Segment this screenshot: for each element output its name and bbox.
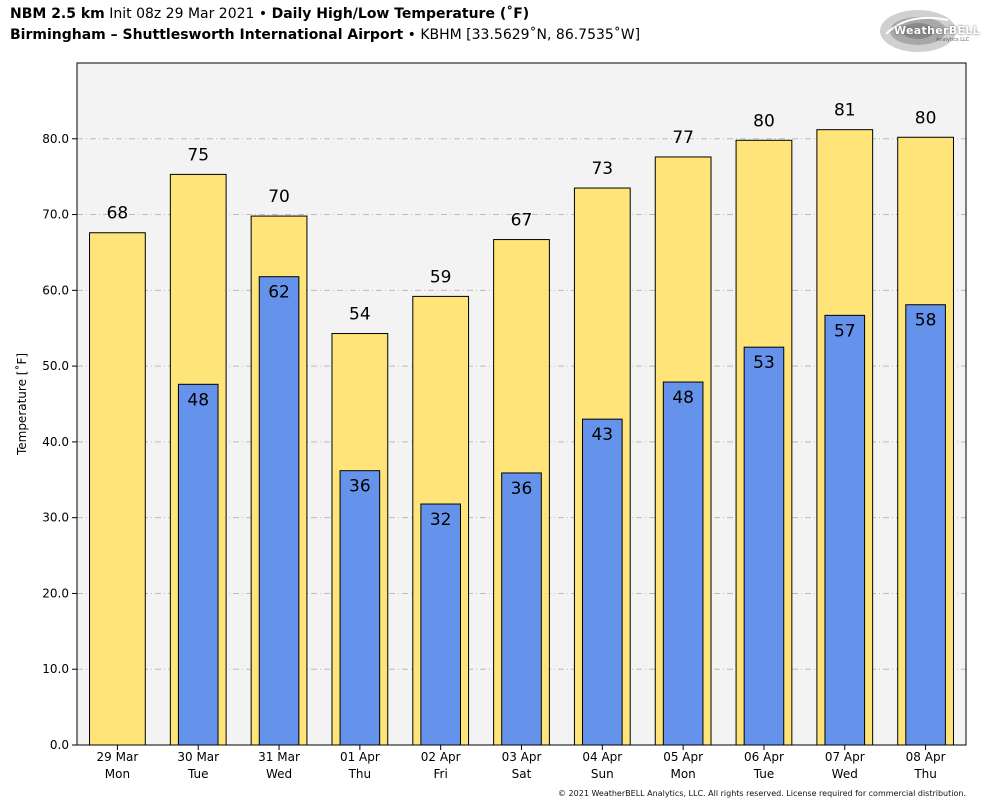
x-tick-day-label: Wed <box>832 767 858 781</box>
x-tick-date-label: 30 Mar <box>177 750 219 764</box>
x-tick-date-label: 31 Mar <box>258 750 300 764</box>
logo-swirl-icon <box>880 10 956 52</box>
chart-title-line-2: Birmingham – Shuttlesworth International… <box>10 27 640 43</box>
x-tick-day-label: Mon <box>670 767 695 781</box>
low-temp-label: 36 <box>349 477 371 497</box>
x-tick-day-label: Sat <box>512 767 532 781</box>
high-temp-label: 54 <box>349 305 371 325</box>
station-id: KBHM [33.5629˚N, 86.7535˚W] <box>420 27 641 43</box>
x-tick-date-label: 03 Apr <box>502 750 542 764</box>
x-tick-day-label: Tue <box>753 767 775 781</box>
product-name: Daily High/Low Temperature (˚F) <box>271 6 530 22</box>
init-time: Init 08z 29 Mar 2021 <box>109 6 255 22</box>
x-tick-day-label: Tue <box>187 767 209 781</box>
low-temp-label: 32 <box>430 510 452 530</box>
y-tick-label: 80.0 <box>42 132 69 146</box>
low-temp-label: 48 <box>187 390 209 410</box>
x-tick-day-label: Sun <box>591 767 614 781</box>
low-temp-label: 57 <box>834 321 856 341</box>
y-axis-label: Temperature [˚F] <box>14 353 29 456</box>
low-temp-bar <box>177 383 219 746</box>
x-tick-day-label: Thu <box>913 767 937 781</box>
x-tick-day-label: Wed <box>266 767 292 781</box>
x-tick-date-label: 07 Apr <box>825 750 865 764</box>
y-tick-label: 0.0 <box>50 738 69 752</box>
model-name: NBM 2.5 km <box>10 6 105 22</box>
x-tick-day-label: Thu <box>348 767 372 781</box>
weatherbell-logo: WeatherBELL Analytics LLC <box>878 6 980 56</box>
x-tick-date-label: 05 Apr <box>663 750 703 764</box>
logo-text: WeatherBELL <box>894 24 980 37</box>
low-temp-bar <box>905 304 946 746</box>
high-temp-label: 81 <box>834 101 856 121</box>
high-temp-label: 77 <box>672 128 694 148</box>
low-temp-bar <box>339 470 381 746</box>
y-tick-label: 70.0 <box>42 208 69 222</box>
high-temp-label: 80 <box>915 108 937 128</box>
x-tick-date-label: 29 Mar <box>97 750 139 764</box>
x-tick-date-label: 08 Apr <box>906 750 946 764</box>
x-tick-date-label: 06 Apr <box>744 750 784 764</box>
y-tick-label: 10.0 <box>42 662 69 676</box>
high-temp-label: 70 <box>268 187 290 207</box>
title-separator: • <box>258 6 268 22</box>
y-tick-label: 50.0 <box>42 359 69 373</box>
x-tick-date-label: 04 Apr <box>582 750 622 764</box>
y-tick-label: 30.0 <box>42 511 69 525</box>
y-tick-label: 60.0 <box>42 283 69 297</box>
high-temp-label: 68 <box>107 204 129 224</box>
low-temp-bar <box>582 418 623 746</box>
low-temp-label: 58 <box>915 311 937 331</box>
y-tick-label: 20.0 <box>42 586 69 600</box>
y-tick-label: 40.0 <box>42 435 69 449</box>
low-temp-bar <box>824 314 866 746</box>
chart-title-line-1: NBM 2.5 km Init 08z 29 Mar 2021 • Daily … <box>10 6 529 22</box>
title-separator-2: • <box>407 27 416 43</box>
low-temp-bar <box>501 472 542 746</box>
high-temp-label: 67 <box>511 211 533 231</box>
logo-subtext: Analytics LLC <box>936 37 970 43</box>
x-tick-date-label: 01 Apr <box>340 750 380 764</box>
high-temp-bar <box>89 232 146 746</box>
high-temp-label: 75 <box>187 145 209 165</box>
high-temp-label: 80 <box>753 111 775 131</box>
x-tick-date-label: 02 Apr <box>421 750 461 764</box>
low-temp-label: 36 <box>511 479 533 499</box>
low-temp-bar <box>420 503 461 746</box>
high-temp-label: 59 <box>430 267 452 287</box>
copyright-notice: © 2021 WeatherBELL Analytics, LLC. All r… <box>558 789 966 798</box>
low-temp-label: 48 <box>672 388 694 408</box>
low-temp-bar <box>258 276 300 746</box>
high-temp-label: 73 <box>591 159 613 179</box>
x-tick-day-label: Fri <box>434 767 448 781</box>
low-temp-bar <box>662 381 704 746</box>
low-temp-label: 53 <box>753 353 775 373</box>
low-temp-label: 43 <box>591 425 613 445</box>
low-temp-label: 62 <box>268 283 290 303</box>
x-tick-day-label: Mon <box>105 767 130 781</box>
low-temp-bar <box>743 346 785 746</box>
station-name: Birmingham – Shuttlesworth International… <box>10 27 404 43</box>
